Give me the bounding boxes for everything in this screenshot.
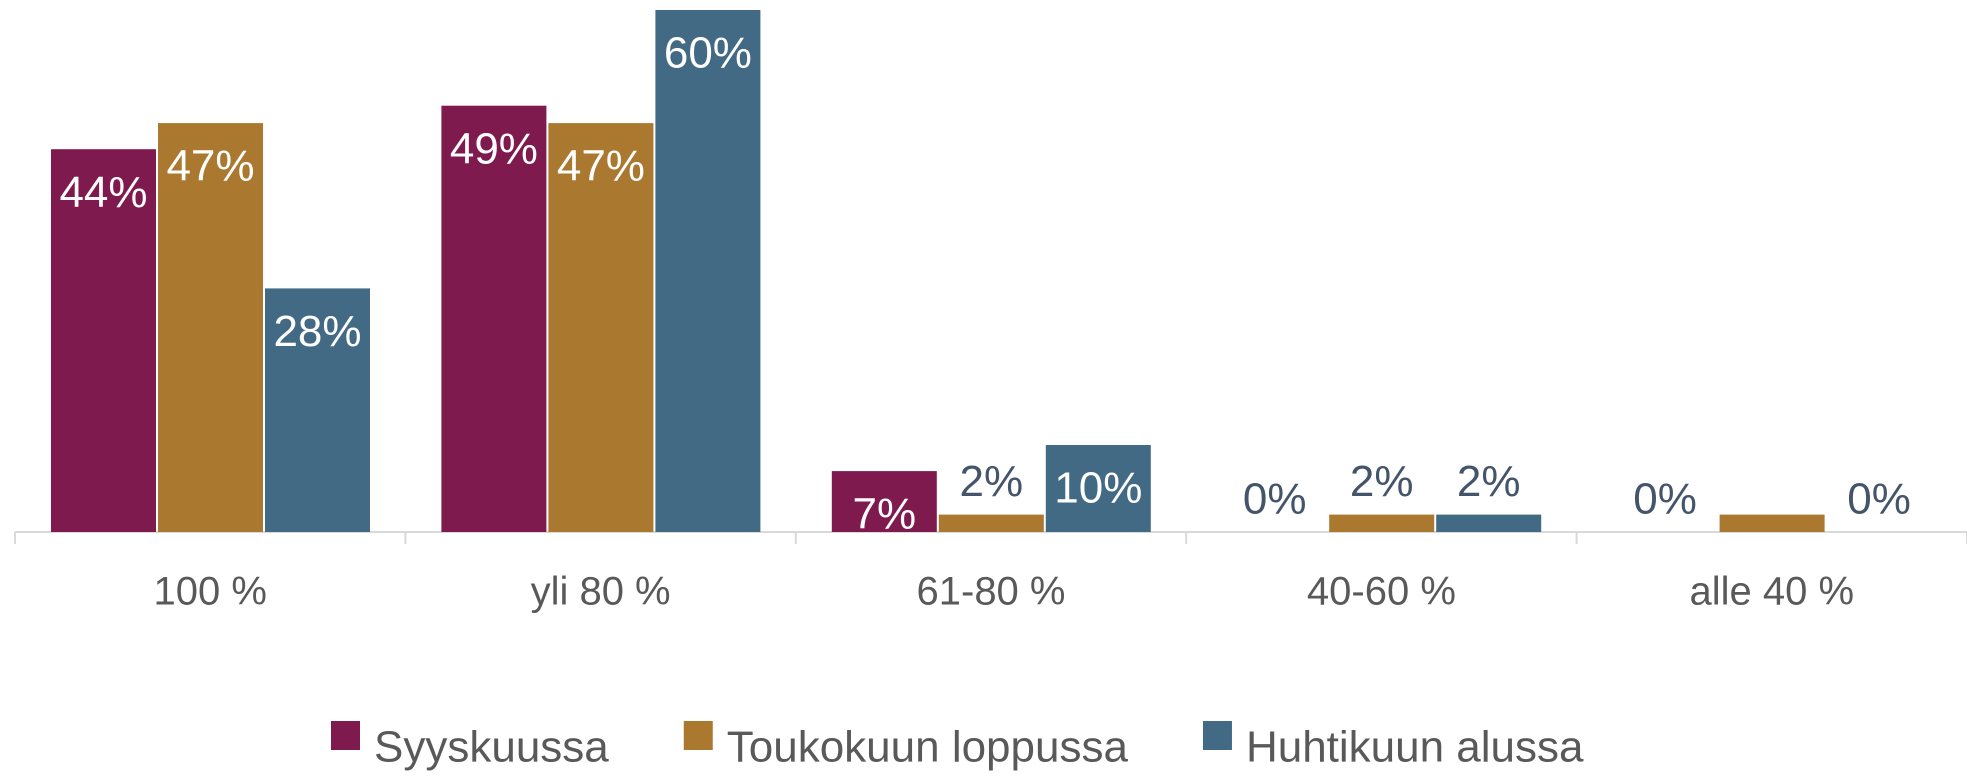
value-label: 47% (166, 142, 254, 191)
bar (1719, 514, 1825, 532)
value-label: 10% (1054, 464, 1142, 513)
value-label: 28% (273, 307, 361, 356)
bar (548, 123, 654, 532)
legend-label: Huhtikuun alussa (1246, 723, 1584, 772)
bar (441, 105, 547, 532)
bar (655, 10, 761, 532)
value-label: 47% (557, 142, 645, 191)
value-label: 60% (664, 29, 752, 78)
legend-label: Toukokuun loppussa (727, 723, 1129, 772)
x-tick-label: 61-80 % (917, 570, 1066, 614)
legend-label: Syyskuussa (374, 723, 609, 772)
value-label: 0% (1847, 475, 1911, 524)
value-label: 2% (960, 457, 1024, 506)
legend-swatch (1202, 721, 1232, 750)
bar (1329, 514, 1435, 532)
bar (265, 288, 370, 532)
value-label: 0% (1243, 475, 1307, 524)
x-tick-label: 100 % (153, 570, 266, 614)
value-label: 7% (853, 490, 917, 539)
value-label: 2% (1457, 457, 1521, 506)
x-tick-label: 40-60 % (1307, 570, 1456, 614)
bar (1436, 514, 1542, 532)
x-tick-label: yli 80 % (531, 570, 671, 614)
bar (938, 514, 1044, 532)
bar (51, 149, 156, 532)
bar (831, 471, 937, 532)
value-label: 2% (1350, 457, 1414, 506)
value-label: 0% (1633, 475, 1697, 524)
value-label: 44% (59, 168, 147, 217)
bar (1045, 445, 1151, 532)
legend-swatch (331, 721, 360, 750)
x-tick-label: alle 40 % (1690, 570, 1855, 614)
legend-swatch (683, 721, 713, 750)
bar (158, 123, 263, 532)
value-label: 49% (450, 124, 538, 173)
